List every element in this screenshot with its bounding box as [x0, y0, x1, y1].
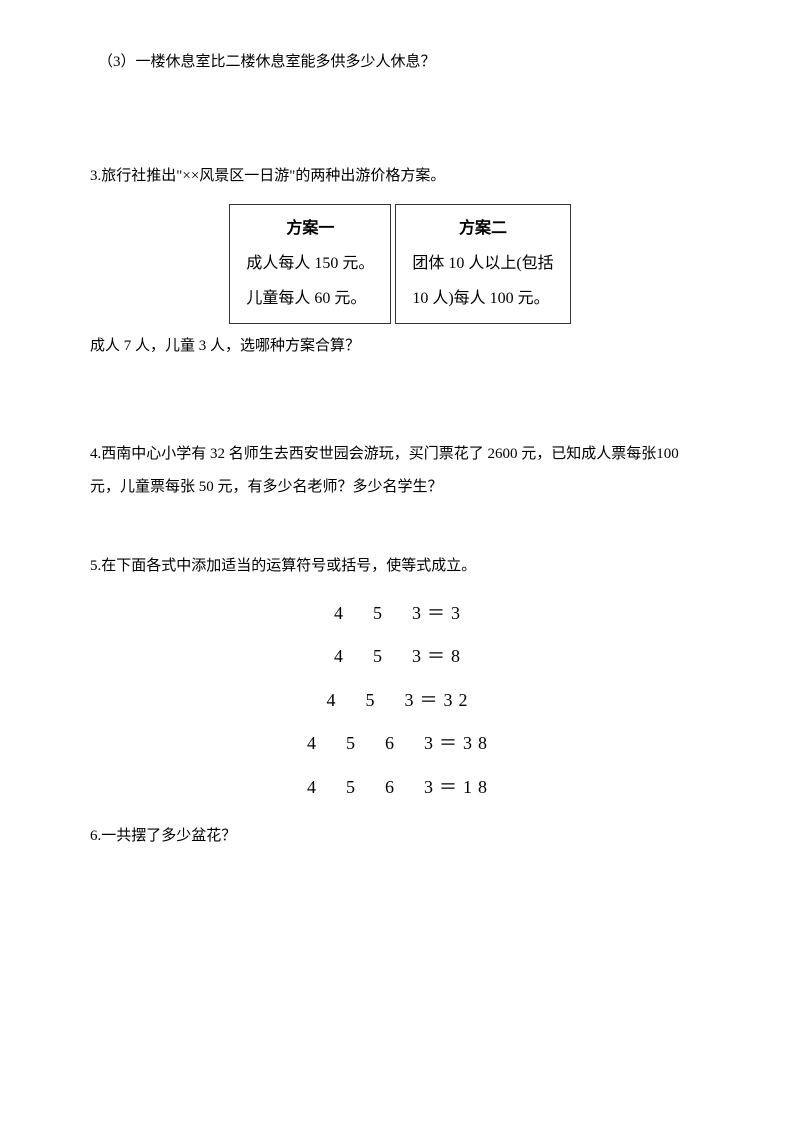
plan-2-line1: 团体 10 人以上(包括: [412, 246, 553, 281]
question-6-text: 6.一共摆了多少盆花？: [90, 824, 710, 848]
question-3-intro: 3.旅行社推出"××风景区一日游"的两种出游价格方案。: [90, 164, 710, 188]
plan-2-box: 方案二 团体 10 人以上(包括 10 人)每人 100 元。: [395, 204, 570, 324]
plan-1-box: 方案一 成人每人 150 元。 儿童每人 60 元。: [229, 204, 391, 324]
equations-block: 4 5 3＝3 4 5 3＝8 4 5 3＝32 4 5 6 3＝38 4 5 …: [90, 594, 710, 808]
equation-1: 4 5 3＝3: [90, 594, 710, 634]
sub-question-text: （3）一楼休息室比二楼休息室能多供多少人休息？: [90, 50, 710, 74]
question-6: 6.一共摆了多少盆花？: [90, 824, 710, 848]
plan-1-line1: 成人每人 150 元。: [246, 246, 374, 281]
question-2-sub3: （3）一楼休息室比二楼休息室能多供多少人休息？: [90, 50, 710, 74]
plan-2-header: 方案二: [412, 211, 553, 246]
plan-2-line2: 10 人)每人 100 元。: [412, 281, 553, 316]
question-4-text: 4.西南中心小学有 32 名师生去西安世园会游玩，买门票花了 2600 元，已知…: [90, 438, 710, 504]
plan-1-header: 方案一: [246, 211, 374, 246]
question-5-intro: 5.在下面各式中添加适当的运算符号或括号，使等式成立。: [90, 554, 710, 578]
question-3-followup: 成人 7 人，儿童 3 人，选哪种方案合算？: [90, 334, 710, 358]
question-4: 4.西南中心小学有 32 名师生去西安世园会游玩，买门票花了 2600 元，已知…: [90, 438, 710, 504]
plan-1-line2: 儿童每人 60 元。: [246, 281, 374, 316]
equation-4: 4 5 6 3＝38: [90, 724, 710, 764]
plans-container: 方案一 成人每人 150 元。 儿童每人 60 元。 方案二 团体 10 人以上…: [90, 204, 710, 324]
equation-2: 4 5 3＝8: [90, 637, 710, 677]
equation-3: 4 5 3＝32: [90, 681, 710, 721]
equation-5: 4 5 6 3＝18: [90, 768, 710, 808]
question-5: 5.在下面各式中添加适当的运算符号或括号，使等式成立。 4 5 3＝3 4 5 …: [90, 554, 710, 808]
question-3: 3.旅行社推出"××风景区一日游"的两种出游价格方案。 方案一 成人每人 150…: [90, 164, 710, 358]
